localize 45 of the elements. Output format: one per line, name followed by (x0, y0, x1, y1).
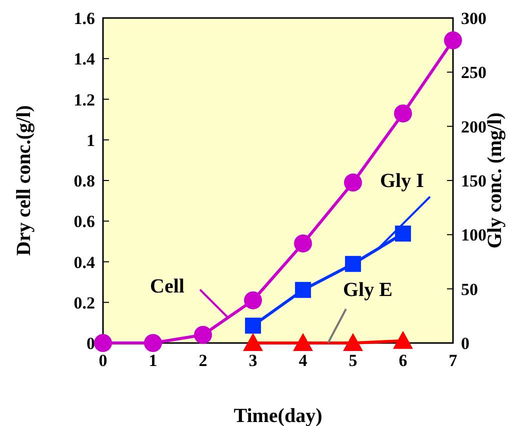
series-label: Gly E (343, 279, 392, 301)
y2-tick-label: 250 (461, 63, 486, 82)
x-tick-label: 0 (98, 351, 108, 370)
y2-tick-label: 0 (461, 334, 470, 353)
point (343, 333, 363, 351)
x-tick-label: 6 (398, 351, 408, 370)
y2-tick-label: 150 (461, 172, 486, 190)
point (293, 333, 313, 351)
y2-tick-label: 200 (461, 117, 486, 136)
point (194, 326, 212, 344)
series-label: Gly I (380, 170, 424, 192)
point (244, 291, 262, 310)
point (294, 234, 312, 252)
point (243, 333, 263, 351)
point (395, 226, 411, 242)
x-tick-label: 2 (198, 351, 208, 370)
y-tick-label: 0.4 (74, 252, 96, 272)
y-tick-label: 1.2 (74, 90, 95, 110)
y-tick-label: 1.4 (74, 50, 96, 69)
point (144, 334, 162, 352)
y-tick-label: 1 (86, 130, 95, 150)
point (295, 282, 311, 298)
point (394, 104, 412, 122)
y-tick-label: 0 (86, 334, 95, 353)
y-tick-label: 0.8 (74, 172, 95, 190)
point (344, 174, 362, 192)
series-label: Cell (150, 276, 185, 298)
x-tick-label: 1 (148, 351, 158, 370)
x-tick-label: 5 (348, 351, 358, 370)
y-tick-label: 0.6 (74, 212, 95, 232)
x-axis-title: Time(day) (234, 405, 322, 426)
x-tick-label: 7 (448, 351, 458, 370)
y-axis-title: Dry cell conc.(g/l) (13, 105, 35, 256)
point (94, 334, 112, 352)
point (393, 330, 413, 349)
y2-tick-label: 100 (461, 226, 486, 245)
x-tick-label: 4 (298, 351, 308, 370)
y-tick-label: 1.6 (74, 9, 95, 28)
point (345, 256, 361, 272)
y-tick-label: 0.2 (74, 293, 95, 312)
x-tick-label: 3 (248, 351, 258, 370)
y2-tick-label: 50 (461, 280, 478, 299)
y2-tick-label: 300 (461, 9, 486, 28)
point (245, 318, 261, 334)
point (444, 31, 462, 50)
